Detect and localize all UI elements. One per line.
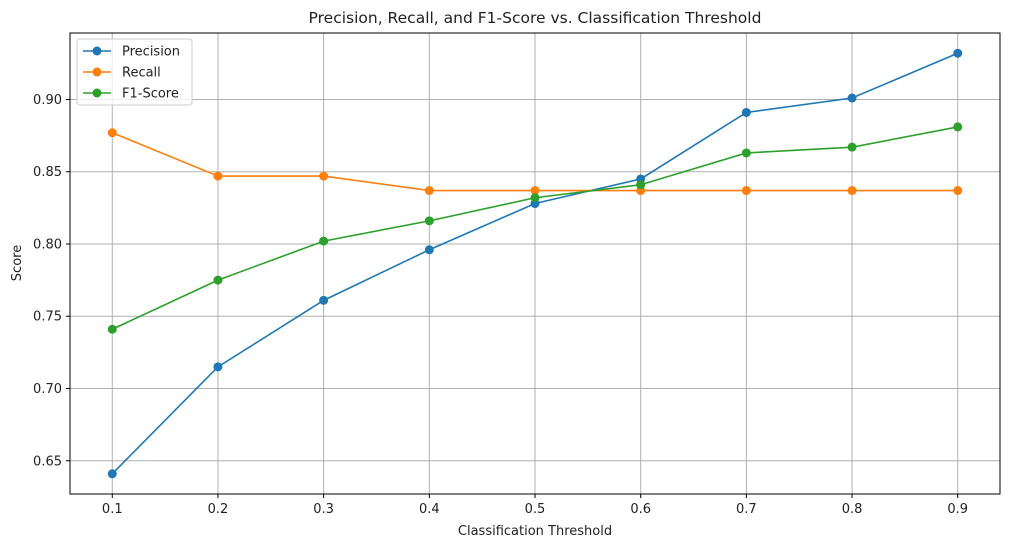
legend-item-f1-score: F1-Score xyxy=(83,87,179,102)
data-point-recall xyxy=(953,186,963,196)
y-tick-label: 0.75 xyxy=(33,310,62,325)
x-axis-label: Classification Threshold xyxy=(458,524,612,539)
x-tick-label: 0.9 xyxy=(947,502,968,517)
data-point-recall xyxy=(741,186,751,196)
data-point-recall xyxy=(847,186,857,196)
legend-item-precision: Precision xyxy=(83,45,180,60)
data-point-precision xyxy=(107,469,117,479)
grid xyxy=(70,33,1000,494)
data-point-precision xyxy=(319,295,329,305)
legend-marker xyxy=(92,67,102,77)
legend: Precision Recall F1-Score xyxy=(76,38,193,106)
data-point-precision xyxy=(424,245,434,255)
series-precision xyxy=(107,48,963,479)
y-tick-label: 0.90 xyxy=(33,93,62,108)
data-point-f1-score xyxy=(953,122,963,132)
x-tick-label: 0.7 xyxy=(736,502,757,517)
data-point-recall xyxy=(424,186,434,196)
y-tick-label: 0.70 xyxy=(33,382,62,397)
x-tick-label: 0.3 xyxy=(313,502,334,517)
x-tick-label: 0.5 xyxy=(525,502,546,517)
y-tick-label: 0.65 xyxy=(33,454,62,469)
axis-ticks: 0.1 0.2 0.3 0.4 0.5 0.6 0.7 0.8 0.9 0.65 0.70 0.75 0… xyxy=(33,93,968,517)
data-point-f1-score xyxy=(107,324,117,334)
data-point-precision xyxy=(741,107,751,117)
data-point-recall xyxy=(107,128,117,138)
y-tick-label: 0.80 xyxy=(33,237,62,252)
data-point-f1-score xyxy=(319,236,329,246)
data-point-recall xyxy=(319,171,329,181)
legend-marker xyxy=(92,46,102,56)
x-tick-label: 0.8 xyxy=(842,502,863,517)
data-point-recall xyxy=(213,171,223,181)
x-tick-label: 0.1 xyxy=(102,502,123,517)
legend-marker xyxy=(92,88,102,98)
chart-title: Precision, Recall, and F1-Score vs. Clas… xyxy=(309,9,762,27)
data-point-f1-score xyxy=(847,142,857,152)
y-axis-label: Score xyxy=(10,245,25,281)
legend-label: F1-Score xyxy=(122,87,179,102)
data-point-precision xyxy=(953,48,963,58)
legend-label: Precision xyxy=(122,45,180,60)
data-point-recall xyxy=(530,186,540,196)
x-tick-label: 0.6 xyxy=(630,502,651,517)
series-layer xyxy=(107,48,963,479)
data-point-f1-score xyxy=(741,148,751,158)
legend-box xyxy=(76,38,193,106)
data-point-precision xyxy=(213,362,223,372)
data-point-f1-score xyxy=(213,275,223,285)
series-f1-score xyxy=(107,122,963,334)
data-point-f1-score xyxy=(636,180,646,190)
legend-label: Recall xyxy=(122,66,161,81)
x-tick-label: 0.2 xyxy=(208,502,229,517)
data-point-f1-score xyxy=(424,216,434,226)
data-point-f1-score xyxy=(530,193,540,203)
data-point-precision xyxy=(847,93,857,103)
y-tick-label: 0.85 xyxy=(33,165,62,180)
legend-item-recall: Recall xyxy=(83,66,161,81)
x-tick-label: 0.4 xyxy=(419,502,440,517)
